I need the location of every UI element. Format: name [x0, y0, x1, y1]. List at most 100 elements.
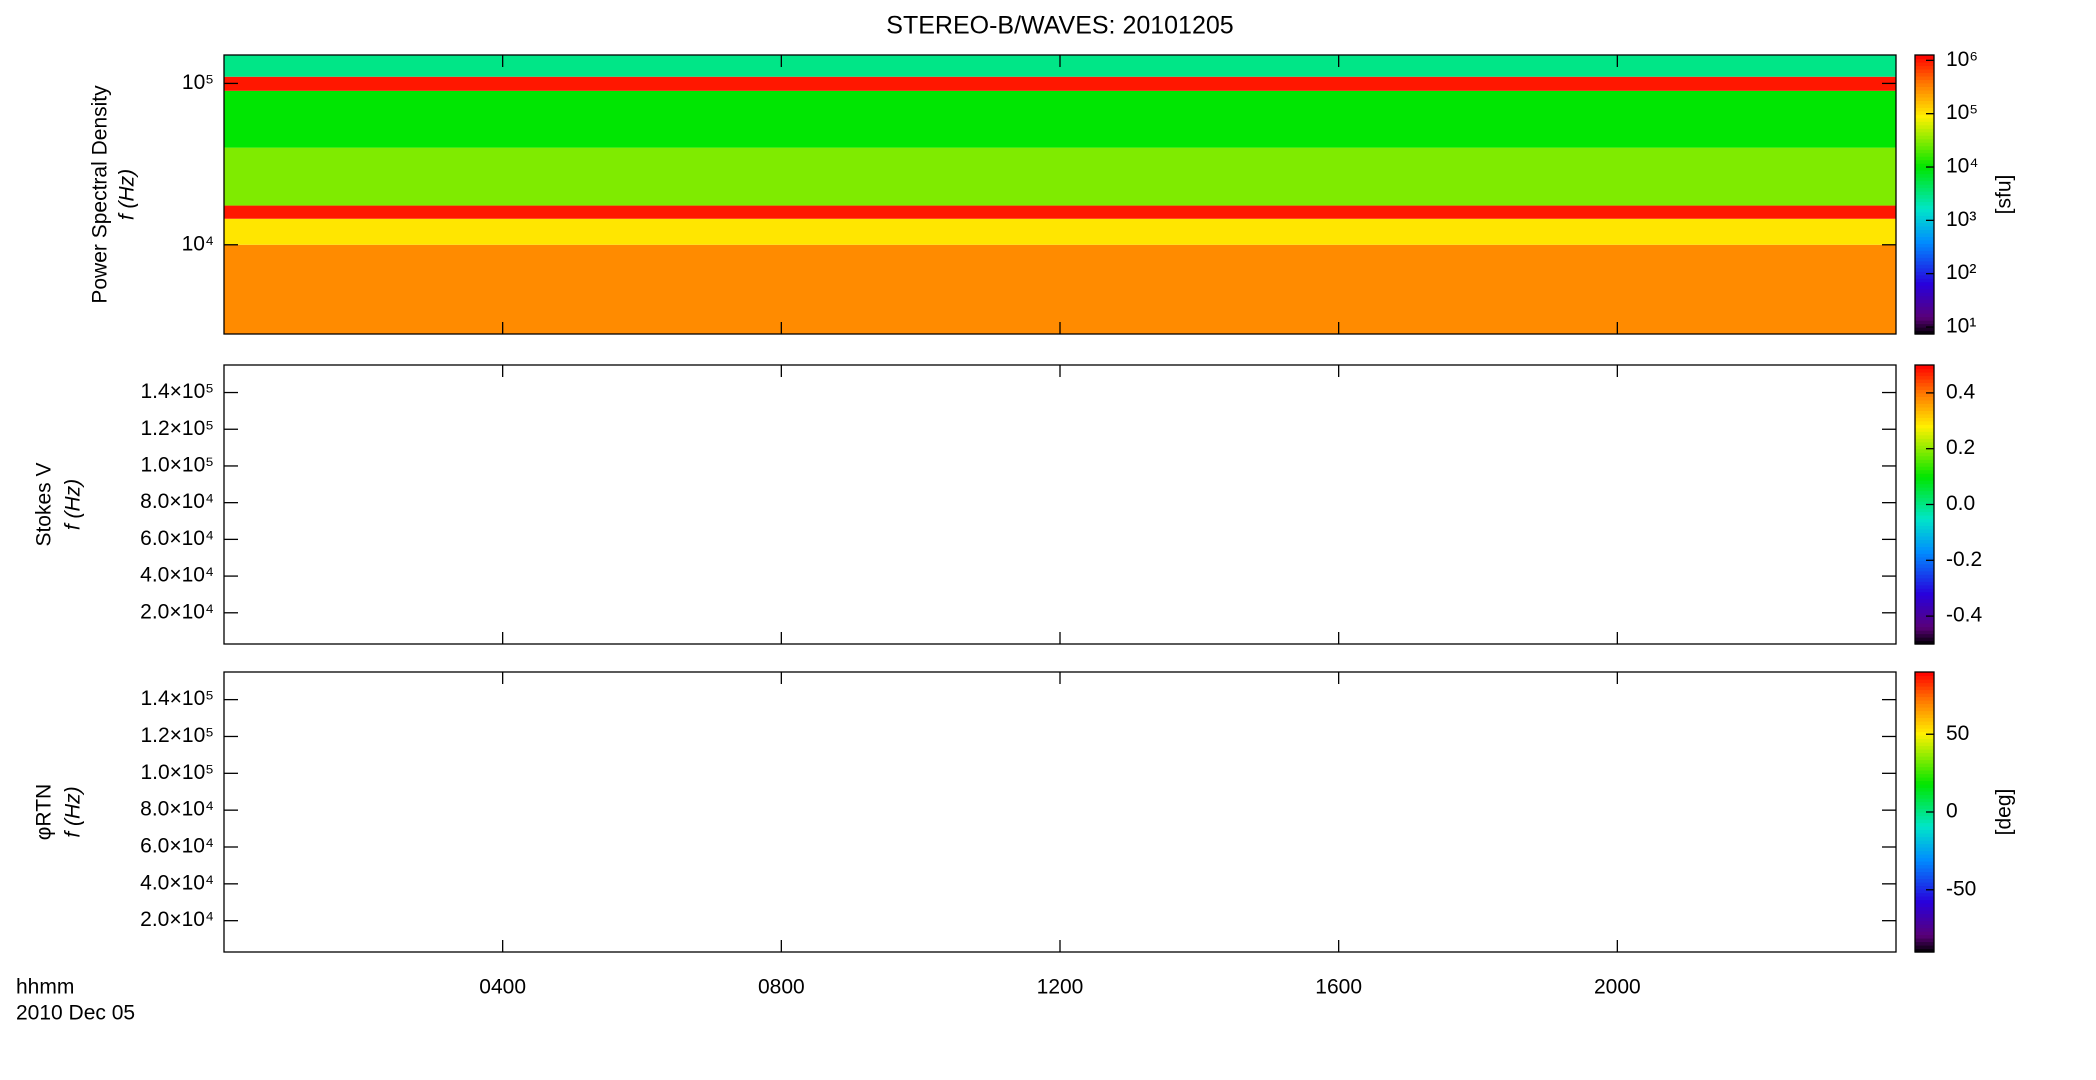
colorbar-segment: [1915, 306, 1934, 311]
colorbar-segment: [1915, 187, 1934, 192]
colorbar-segment: [1915, 854, 1934, 859]
colorbar-segment: [1915, 742, 1934, 747]
colorbar-label: [sfu]: [1993, 175, 2016, 215]
colorbar-segment: [1915, 686, 1934, 691]
colorbar-segment: [1915, 868, 1934, 873]
colorbar-segment: [1915, 211, 1934, 217]
colorbar-segment: [1915, 208, 1934, 213]
colorbar-segment: [1915, 528, 1934, 533]
colorbar-segment: [1915, 546, 1934, 551]
colorbar-segment: [1915, 906, 1934, 911]
colorbar-segment: [1915, 626, 1934, 631]
colorbar-segment: [1915, 225, 1934, 230]
colorbar-segment: [1915, 156, 1934, 161]
colorbar-tick-label: 10⁶: [1946, 48, 1978, 71]
colorbar-segment: [1915, 61, 1934, 67]
colorbar-segment: [1915, 462, 1934, 467]
colorbar-segment: [1915, 693, 1934, 698]
y-tick-label: 4.0×10⁴: [140, 871, 214, 894]
colorbar-segment: [1915, 448, 1934, 453]
colorbar-segment: [1915, 588, 1934, 593]
colorbar-segment: [1915, 829, 1934, 834]
colorbar-segment: [1915, 913, 1934, 918]
colorbar-segment: [1915, 539, 1934, 544]
colorbar-segment: [1915, 581, 1934, 586]
colorbar-segment: [1915, 801, 1934, 806]
y-tick-label: 1.4×10⁵: [140, 687, 214, 710]
colorbar-segment: [1915, 780, 1934, 785]
colorbar-segment: [1915, 777, 1934, 782]
colorbar-segment: [1915, 525, 1934, 530]
colorbar-segment: [1915, 438, 1934, 443]
colorbar-segment: [1915, 403, 1934, 408]
colorbar-segment: [1915, 107, 1934, 112]
colorbar-segment: [1915, 721, 1934, 726]
colorbar-segment: [1915, 826, 1934, 831]
colorbar-segment: [1915, 637, 1934, 642]
colorbar-segment: [1915, 250, 1934, 255]
x-tick-label: 1200: [1037, 976, 1084, 999]
colorbar-segment: [1915, 434, 1934, 439]
colorbar-segment: [1915, 194, 1934, 199]
chart-title: STEREO-B/WAVES: 20101205: [886, 12, 1233, 40]
colorbar-segment: [1915, 745, 1934, 750]
colorbar-segment: [1915, 271, 1934, 276]
colorbar-segment: [1915, 490, 1934, 495]
colorbar-segment: [1915, 285, 1934, 290]
colorbar-segment: [1915, 82, 1934, 87]
colorbar-segment: [1915, 924, 1934, 929]
colorbar-segment: [1915, 840, 1934, 845]
colorbar-segment: [1915, 218, 1934, 223]
colorbar-tick-label: 10³: [1946, 208, 1976, 231]
colorbar-segment: [1915, 875, 1934, 880]
colorbar-segment: [1915, 542, 1934, 547]
colorbar-segment: [1915, 574, 1934, 579]
colorbar-segment: [1915, 138, 1934, 143]
y-tick-label: 6.0×10⁴: [140, 835, 214, 858]
colorbar-segment: [1915, 934, 1934, 939]
colorbar-segment: [1915, 497, 1934, 502]
colorbar-segment: [1915, 920, 1934, 925]
y-tick-label: 8.0×10⁴: [140, 798, 214, 821]
colorbar-segment: [1915, 896, 1934, 901]
colorbar-segment: [1915, 518, 1934, 523]
colorbar-segment: [1915, 766, 1934, 771]
colorbar-segment: [1915, 794, 1934, 799]
colorbar-segment: [1915, 117, 1934, 122]
colorbar-segment: [1915, 184, 1934, 189]
colorbar-segment: [1915, 487, 1934, 492]
y-tick-label: 6.0×10⁴: [140, 527, 214, 550]
colorbar-segment: [1915, 142, 1934, 147]
colorbar-tick-label: 10⁵: [1946, 101, 1978, 124]
colorbar-segment: [1915, 309, 1934, 314]
colorbar-tick-label: 10⁴: [1946, 155, 1978, 178]
colorbar-segment: [1915, 511, 1934, 516]
colorbar-segment: [1915, 323, 1934, 328]
colorbar-segment: [1915, 938, 1934, 943]
colorbar-segment: [1915, 191, 1934, 196]
colorbar-segment: [1915, 791, 1934, 796]
colorbar-segment: [1915, 288, 1934, 293]
colorbar-segment: [1915, 385, 1934, 391]
colorbar-segment: [1915, 399, 1934, 404]
y-tick-label: 2.0×10⁴: [140, 600, 214, 623]
colorbar-segment: [1915, 410, 1934, 415]
y-axis-label: f (Hz): [62, 479, 85, 530]
colorbar-segment: [1915, 602, 1934, 607]
colorbar-segment: [1915, 114, 1934, 119]
colorbar-segment: [1915, 431, 1934, 436]
colorbar-segment: [1915, 267, 1934, 272]
colorbar-segment: [1915, 494, 1934, 499]
y-tick-label: 1.4×10⁵: [140, 380, 214, 403]
x-tick-label: 1600: [1315, 976, 1362, 999]
y-tick-label: 1.2×10⁵: [140, 417, 214, 440]
colorbar-segment: [1915, 556, 1934, 561]
colorbar-segment: [1915, 784, 1934, 789]
colorbar-segment: [1915, 836, 1934, 841]
colorbar-segment: [1915, 759, 1934, 764]
heatmap-band: [224, 76, 1896, 91]
colorbar-tick-label: 10²: [1946, 261, 1976, 284]
colorbar-segment: [1915, 553, 1934, 558]
colorbar-segment: [1915, 749, 1934, 754]
